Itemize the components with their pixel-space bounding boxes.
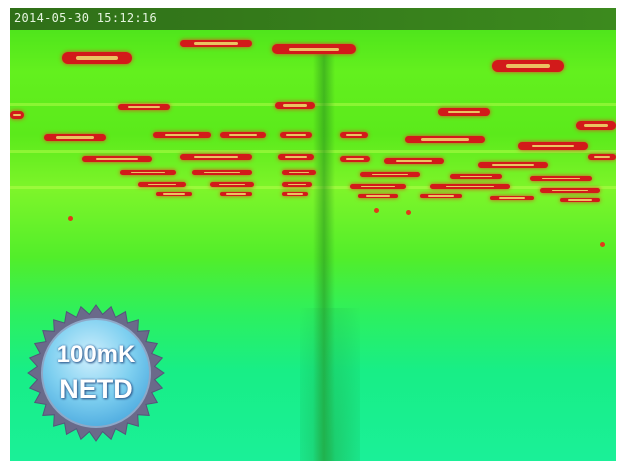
timestamp: 2014-05-30 15:12:16 [14,11,157,25]
ceiling-light [420,194,462,198]
ceiling-light [576,121,616,130]
badge-line-1: 100mK [56,341,136,368]
ceiling-light [492,60,564,72]
ceiling-light [360,172,420,177]
ceiling-light [192,170,252,175]
ceiling-light [138,182,186,187]
ceiling-light [540,188,600,193]
ceiling-light [430,184,510,189]
ceiling-light [280,132,312,138]
ceiling-light [156,192,192,196]
ceiling-light [340,132,368,138]
ceiling-light [62,52,132,64]
ceiling-light [120,170,176,175]
ceiling-light [358,194,398,198]
badge-line-2: NETD [59,374,133,404]
ceiling-light [44,134,106,141]
ceiling-light [588,154,616,160]
ceiling-light [153,132,211,138]
ceiling-light [282,170,316,175]
ceiling-light [220,132,266,138]
ceiling-light [210,182,254,187]
ceiling-light [180,40,252,47]
ceiling-light [340,156,370,162]
ceiling-light [560,198,600,202]
hot-spot [600,242,605,247]
ceiling-light [118,104,170,110]
hot-spot [374,208,379,213]
hot-spot [406,210,411,215]
ceiling-light [530,176,592,181]
ceiling-light [384,158,444,164]
timestamp-bar: 2014-05-30 15:12:16 [10,8,616,30]
column-reflection [300,308,360,461]
ceiling-light [220,192,252,196]
ceiling-light [272,44,356,54]
ceiling-light [438,108,490,116]
ceiling-light [275,102,315,109]
ceiling-light [450,174,502,179]
ceiling-light [10,111,24,119]
ceiling-light [278,154,314,160]
badge-seal-icon [27,304,165,442]
ceiling-light [180,154,252,160]
ceiling-light [350,184,406,189]
ceiling-light [82,156,152,162]
ceiling-light [282,182,312,187]
ceiling-light [478,162,548,168]
ceiling-light [282,192,308,196]
hot-spot [68,216,73,221]
ceiling-light [490,196,534,200]
ceiling-light [405,136,485,143]
ceiling-light [518,142,588,150]
netd-badge: 100mK NETD [26,303,166,443]
